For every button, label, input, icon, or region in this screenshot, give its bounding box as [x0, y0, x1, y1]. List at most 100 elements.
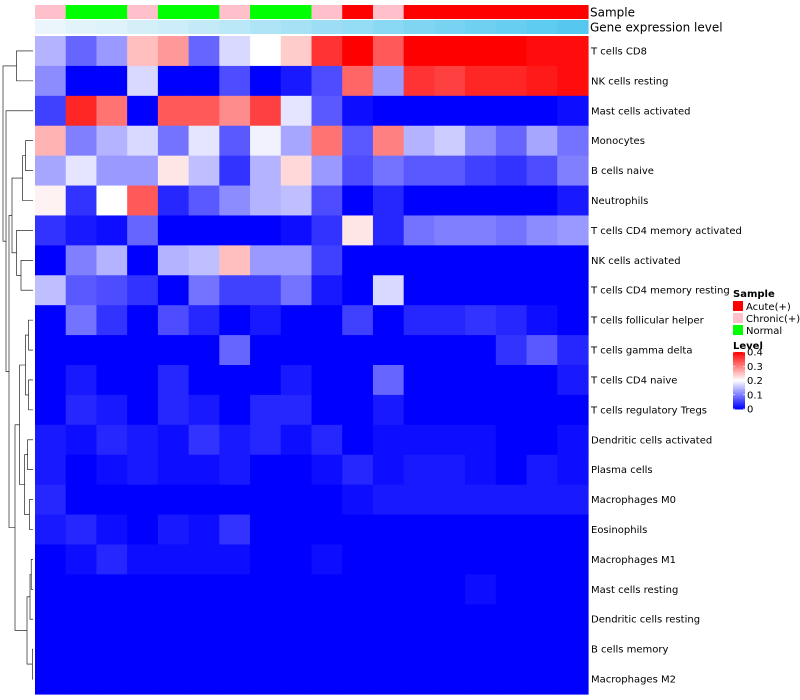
heatmap-cell-r15-c9	[311, 484, 343, 516]
expression-annotation-cell-15	[495, 20, 528, 34]
heatmap-cell-r13-c16	[526, 424, 558, 456]
heatmap-cell-r20-c2	[96, 634, 128, 665]
heatmap-cell-r10-c10	[342, 335, 374, 366]
heatmap-cell-r19-c2	[96, 604, 128, 635]
sample-annotation-cell-9	[311, 5, 343, 19]
heatmap-cell-r6-c4	[157, 215, 190, 246]
heatmap-cell-r17-c12	[403, 544, 435, 575]
sample-annotation-cell-3	[127, 5, 159, 19]
heatmap-cell-r11-c2	[96, 365, 128, 396]
heatmap-cell-r11-c13	[434, 365, 466, 396]
row-label-16: Eosinophils	[591, 525, 647, 536]
heatmap-cell-r9-c16	[526, 305, 558, 336]
heatmap-cell-r1-c16	[526, 65, 558, 97]
heatmap-cell-r20-c1	[65, 634, 98, 665]
colorbar-step-28	[733, 391, 745, 394]
heatmap-cell-r17-c9	[311, 544, 343, 575]
dendrogram-branch-18	[8, 215, 15, 528]
heatmap-cell-r4-c14	[465, 155, 497, 187]
heatmap-cell-r15-c8	[280, 484, 313, 516]
heatmap-cell-r10-c4	[157, 335, 190, 366]
heatmap-cell-r12-c11	[372, 394, 405, 426]
sample-annotation-cell-10	[342, 5, 374, 19]
heatmap-cell-r11-c12	[403, 365, 435, 396]
expression-annotation-cell-6	[219, 20, 251, 34]
heatmap-cell-r18-c9	[311, 574, 343, 605]
level-legend-title: Level	[733, 341, 763, 352]
sample-annotation-cell-14	[465, 5, 497, 19]
heatmap-cell-r18-c4	[157, 574, 190, 605]
heatmap-cell-r13-c7	[250, 424, 282, 456]
colorbar-step-8	[733, 363, 745, 366]
colorbar-step-10	[733, 366, 745, 369]
heatmap-cell-r21-c7	[250, 664, 282, 695]
colorbar-step-39	[733, 407, 745, 410]
heatmap-cell-r13-c0	[35, 424, 67, 456]
dendrogram-branch-4	[16, 230, 33, 276]
heatmap-cell-r14-c13	[434, 454, 466, 486]
heatmap-cell-r20-c8	[280, 634, 313, 665]
colorbar-step-26	[733, 389, 745, 391]
heatmap-cell-r1-c11	[372, 65, 405, 97]
heatmap-cell-r8-c9	[311, 275, 343, 306]
heatmap-cell-r12-c15	[495, 394, 528, 426]
colorbar-tick-label-3: 0.1	[747, 390, 763, 401]
heatmap-cell-r18-c5	[188, 574, 220, 605]
heatmap-cell-r9-c4	[157, 305, 190, 336]
heatmap-cell-r10-c7	[250, 335, 282, 366]
heatmap-cell-r5-c2	[96, 185, 128, 217]
heatmap-cell-r11-c14	[465, 365, 497, 396]
heatmap-cell-r0-c15	[495, 36, 528, 67]
heatmap-cell-r18-c15	[495, 574, 528, 605]
heatmap-cell-r16-c5	[188, 514, 220, 546]
heatmap-cell-r6-c13	[434, 215, 466, 246]
heatmap-cell-r5-c10	[342, 185, 374, 217]
heatmap-cell-r1-c10	[342, 65, 374, 97]
heatmap-cell-r20-c11	[372, 634, 405, 665]
row-label-11: T cells CD4 naive	[590, 375, 677, 386]
heatmap-cell-r5-c5	[188, 185, 220, 217]
heatmap-cell-r3-c17	[557, 125, 589, 157]
heatmap-cell-r0-c17	[557, 36, 589, 67]
heatmap-cell-r0-c11	[372, 36, 405, 67]
heatmap-cell-r11-c4	[157, 365, 190, 396]
heatmap-cell-r5-c16	[526, 185, 558, 217]
heatmap-cell-r7-c0	[35, 245, 67, 276]
heatmap-cell-r6-c11	[372, 215, 405, 246]
heatmap-cell-r19-c14	[465, 604, 497, 635]
sample-annotation-cell-13	[434, 5, 466, 19]
heatmap-cell-r5-c6	[219, 185, 251, 217]
heatmap-cell-r3-c0	[35, 125, 67, 157]
heatmap-cell-r18-c3	[127, 574, 159, 605]
legend-swatch-acute	[733, 301, 743, 311]
heatmap-cell-r2-c16	[526, 95, 558, 127]
heatmap-cell-r4-c5	[188, 155, 220, 187]
heatmap-cell-r11-c5	[188, 365, 220, 396]
heatmap-cell-r4-c8	[280, 155, 313, 187]
heatmap-cell-r7-c13	[434, 245, 466, 276]
row-label-12: T cells regulatory Tregs	[590, 405, 707, 416]
heatmap-cell-r2-c8	[280, 95, 313, 127]
heatmap-cell-r20-c13	[434, 634, 466, 665]
heatmap-cell-r9-c10	[342, 305, 374, 336]
colorbar-step-15	[733, 373, 745, 376]
heatmap-cell-r16-c0	[35, 514, 67, 546]
heatmap-cell-r17-c13	[434, 544, 466, 575]
heatmap-cell-r15-c12	[403, 484, 435, 516]
heatmap-cell-r16-c7	[250, 514, 282, 546]
heatmap-cell-r16-c11	[372, 514, 405, 546]
heatmap-cell-r6-c0	[35, 215, 67, 246]
heatmap-cell-r19-c9	[311, 604, 343, 635]
heatmap-cell-r18-c7	[250, 574, 282, 605]
heatmap-cell-r9-c1	[65, 305, 98, 336]
heatmap-cell-r18-c13	[434, 574, 466, 605]
colorbar-tick-label-2: 0.2	[747, 376, 763, 387]
heatmap-cell-r14-c10	[342, 454, 374, 486]
heatmap-cell-r17-c3	[127, 544, 159, 575]
heatmap-cell-r7-c12	[403, 245, 435, 276]
heatmap-cell-r9-c15	[495, 305, 528, 336]
heatmap-cell-r8-c12	[403, 275, 435, 306]
row-label-1: NK cells resting	[591, 76, 668, 87]
heatmap-cell-r3-c1	[65, 125, 98, 157]
heatmap-cell-r10-c15	[495, 335, 528, 366]
